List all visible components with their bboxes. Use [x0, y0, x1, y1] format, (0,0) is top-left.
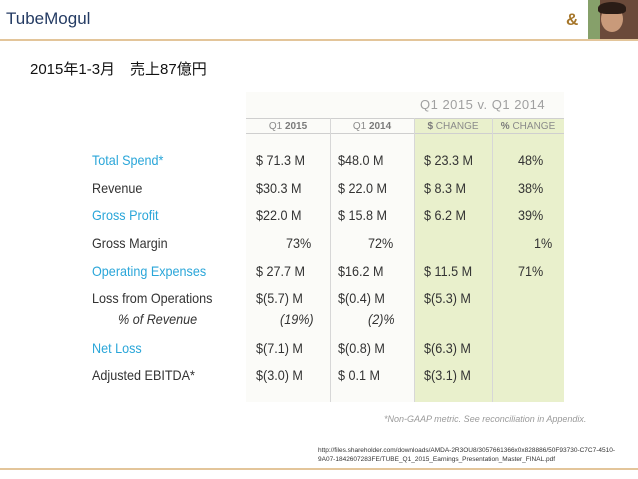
header-rule-bottom — [246, 133, 564, 134]
cell-q1-2015: $30.3 M — [256, 180, 302, 196]
cell-percent-change: 48% — [518, 152, 544, 168]
cell-q1-2014: $ 22.0 M — [338, 180, 388, 196]
row-label-total-spend: Total Spend* — [92, 152, 164, 168]
cell-dollar-change: $ 23.3 M — [424, 152, 474, 168]
cell-percent-change: 1% — [534, 235, 553, 251]
column-separator — [414, 118, 415, 402]
non-gaap-footnote: *Non-GAAP metric. See reconciliation in … — [384, 414, 587, 424]
footer-divider — [0, 468, 638, 470]
cell-q1-2015: $ 71.3 M — [256, 152, 306, 168]
row-label-gross-margin: Gross Margin — [92, 235, 168, 251]
presenter-avatar — [588, 0, 638, 40]
row-label-operating-expenses: Operating Expenses — [92, 263, 207, 279]
cell-percent-change: 39% — [518, 207, 544, 223]
cell-q1-2014: (2)% — [368, 311, 395, 327]
row-label-adjusted-ebitda: Adjusted EBITDA* — [92, 367, 195, 383]
row-label-percent-of-revenue: % of Revenue — [118, 311, 198, 327]
cell-dollar-change: $(5.3) M — [424, 290, 471, 306]
cell-percent-change: 38% — [518, 180, 544, 196]
column-separator — [492, 118, 493, 402]
comparison-super-header: Q1 2015 v. Q1 2014 — [420, 97, 546, 112]
cell-q1-2014: $16.2 M — [338, 263, 384, 279]
cell-q1-2015: $(7.1) M — [256, 340, 303, 356]
brand-title: TubeMogul — [6, 9, 91, 28]
cell-dollar-change: $ 11.5 M — [424, 263, 473, 279]
cell-q1-2015: $ 27.7 M — [256, 263, 306, 279]
ampersand-mark: & — [566, 10, 579, 29]
cell-dollar-change: $ 6.2 M — [424, 207, 467, 223]
cell-q1-2015: 73% — [286, 235, 312, 251]
header-divider — [0, 39, 638, 41]
cell-q1-2014: $ 15.8 M — [338, 207, 388, 223]
column-separator — [330, 118, 331, 402]
cell-q1-2014: $48.0 M — [338, 152, 384, 168]
cell-q1-2015: (19%) — [280, 311, 314, 327]
row-label-revenue: Revenue — [92, 180, 143, 196]
header-rule-top — [246, 118, 564, 119]
slide-subtitle: 2015年1-3月 売上87億円 — [30, 61, 207, 78]
cell-q1-2014: 72% — [368, 235, 394, 251]
slide-header: TubeMogul & — [0, 0, 638, 40]
cell-dollar-change: $ 8.3 M — [424, 180, 467, 196]
column-header-percent-change: % CHANGE — [500, 121, 556, 132]
cell-q1-2015: $22.0 M — [256, 207, 302, 223]
avatar-hair — [598, 2, 626, 14]
row-label-net-loss: Net Loss — [92, 340, 142, 356]
cell-dollar-change: $(3.1) M — [424, 367, 471, 383]
cell-q1-2015: $(3.0) M — [256, 367, 303, 383]
column-header-q1-2014: Q1 2014 — [352, 121, 392, 132]
cell-q1-2014: $(0.8) M — [338, 340, 385, 356]
avatar-background — [588, 0, 600, 40]
cell-dollar-change: $(6.3) M — [424, 340, 471, 356]
column-header-q1-2015: Q1 2015 — [268, 121, 308, 132]
cell-q1-2014: $(0.4) M — [338, 290, 385, 306]
cell-q1-2014: $ 0.1 M — [338, 367, 381, 383]
change-highlight-band — [414, 118, 564, 402]
cell-q1-2015: $(5.7) M — [256, 290, 303, 306]
row-label-loss-from-operations: Loss from Operations — [92, 290, 213, 306]
cell-percent-change: 71% — [518, 263, 544, 279]
source-url: http://files.shareholder.com/downloads/A… — [318, 447, 616, 463]
column-header-dollar-change: $ CHANGE — [427, 121, 479, 132]
row-label-gross-profit: Gross Profit — [92, 207, 159, 223]
